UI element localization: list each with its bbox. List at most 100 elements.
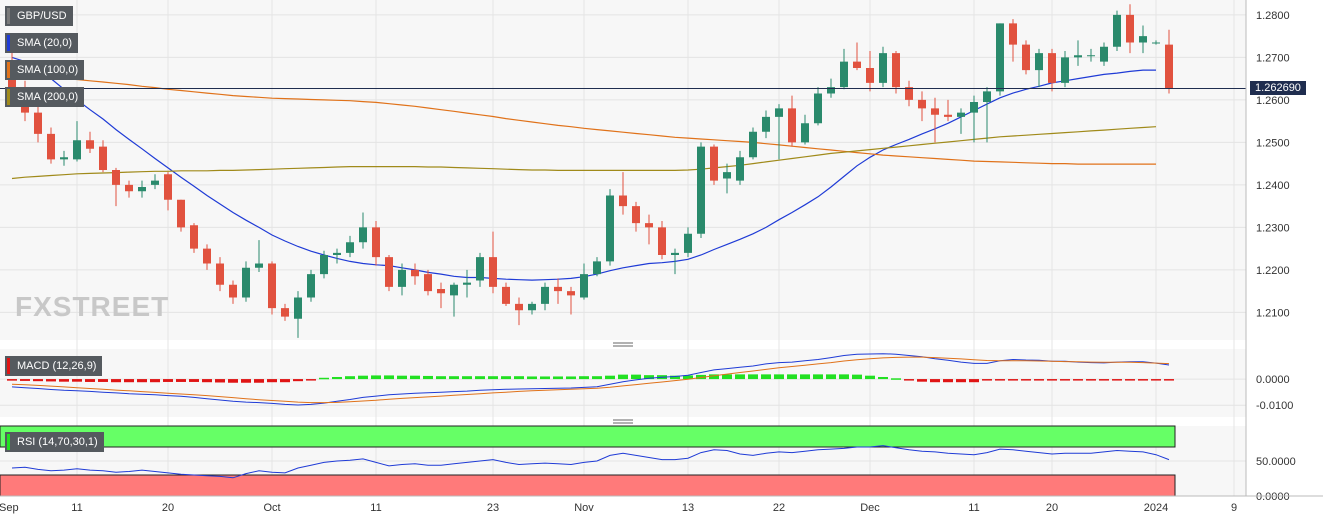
candle-body (463, 282, 471, 285)
macd-histogram-bar (709, 374, 719, 380)
pair-label[interactable]: GBP/USD (5, 6, 73, 26)
candle-body (1048, 53, 1056, 83)
macd-histogram-bar (319, 377, 329, 380)
candle-body (1100, 46, 1108, 62)
candle-body (788, 108, 796, 143)
candle-body (294, 297, 302, 319)
candle-body (86, 140, 94, 149)
macd-histogram-bar (111, 379, 121, 383)
macd-histogram-bar (345, 376, 355, 380)
macd-histogram-bar (1151, 379, 1161, 381)
macd-histogram-bar (1021, 379, 1031, 381)
macd-signal-line (11, 356, 1170, 404)
candle-body (476, 257, 484, 281)
macd-histogram-bar (59, 379, 69, 382)
candle-body (1152, 42, 1160, 44)
candle-body (138, 187, 146, 192)
macd-histogram-bar (85, 379, 95, 382)
candle-body (762, 116, 770, 132)
candle-body (671, 252, 679, 255)
macd-histogram-bar (1073, 379, 1083, 381)
macd-histogram-bar (683, 375, 693, 380)
macd-histogram-bar (540, 376, 550, 380)
candle-body (333, 252, 341, 255)
candles (8, 4, 1173, 338)
candle-body (281, 308, 289, 317)
macd-histogram-bar (371, 375, 381, 380)
candle-body (723, 172, 731, 179)
candle-body (216, 263, 224, 285)
macd-histogram-bar (553, 376, 563, 380)
sma20-label[interactable]: SMA (20,0) (5, 33, 79, 53)
macd-histogram-bar (787, 374, 797, 380)
macd-histogram-bar (761, 374, 771, 380)
macd-label-text: MACD (12,26,9) (17, 360, 97, 372)
rsi-swatch (7, 434, 10, 450)
candle-body (346, 242, 354, 253)
macd-histogram-bar (1086, 379, 1096, 381)
macd-histogram-bar (514, 376, 524, 380)
macd-histogram-bar (852, 374, 862, 380)
macd-histogram-bar (410, 375, 420, 380)
macd-histogram-bar (748, 374, 758, 380)
fxstreet-watermark: FXSTREET (15, 291, 169, 322)
candle-body (710, 146, 718, 181)
macd-histogram-bar (1125, 379, 1135, 381)
macd-histogram-bar (176, 379, 186, 382)
time-axis-label: Oct (263, 502, 280, 514)
candle-body (489, 257, 497, 287)
macd-histogram-bar (800, 374, 810, 380)
rsi-label[interactable]: RSI (14,70,30,1) (5, 432, 104, 452)
macd-histogram-bar (280, 379, 290, 383)
candle-body (47, 133, 55, 160)
time-axis-label: 11 (370, 502, 381, 514)
rsi-indicator (0, 425, 1176, 497)
macd-histogram-bar (995, 379, 1005, 381)
candle-body (918, 99, 926, 109)
macd-histogram-bar (930, 379, 940, 383)
candle-body (619, 195, 627, 207)
candle-body (645, 223, 653, 228)
rsi-oversold-zone (0, 474, 1176, 497)
macd-histogram-bar (1164, 379, 1174, 381)
sma200-label[interactable]: SMA (200,0) (5, 87, 85, 107)
macd-histogram-bar (332, 376, 342, 380)
macd-histogram-bar (917, 379, 927, 382)
candle-body (1087, 55, 1095, 57)
candle-body (658, 227, 666, 255)
price-axis-label: 1.2500 (1256, 137, 1290, 149)
macd-histogram-bar (774, 374, 784, 380)
macd-resize-handle[interactable] (613, 342, 633, 347)
candle-body (606, 195, 614, 262)
rsi-resize-handle[interactable] (613, 419, 633, 424)
candle-body (515, 303, 523, 311)
candle-body (814, 93, 822, 124)
candle-body (73, 140, 81, 160)
macd-histogram-bar (956, 379, 966, 383)
candle-body (164, 174, 172, 200)
time-axis-label: 20 (1046, 502, 1058, 514)
time-axis-label: Sep (0, 502, 19, 514)
macd-histogram-bar (904, 379, 914, 381)
time-axis-label: 11 (71, 502, 82, 514)
macd-histogram-bar (579, 376, 589, 380)
macd-label[interactable]: MACD (12,26,9) (5, 356, 103, 376)
candle-body (697, 146, 705, 234)
macd-histogram-bar (202, 379, 212, 383)
price-axis-label: 1.2100 (1256, 307, 1290, 319)
candle-body (177, 199, 185, 228)
macd-histogram-bar (98, 379, 108, 382)
price-axis-label: 1.2300 (1256, 222, 1290, 234)
sma100-label[interactable]: SMA (100,0) (5, 60, 85, 80)
macd-histogram-bar (267, 379, 277, 383)
candle-body (242, 267, 250, 298)
candle-body (255, 263, 263, 268)
candle-body (112, 170, 120, 185)
candle-body (1139, 36, 1147, 43)
time-axis-label: 23 (487, 502, 499, 514)
macd-histogram-bar (72, 379, 82, 382)
candle-body (866, 68, 874, 83)
macd-indicator (7, 353, 1174, 406)
macd-histogram-bar (46, 379, 56, 382)
